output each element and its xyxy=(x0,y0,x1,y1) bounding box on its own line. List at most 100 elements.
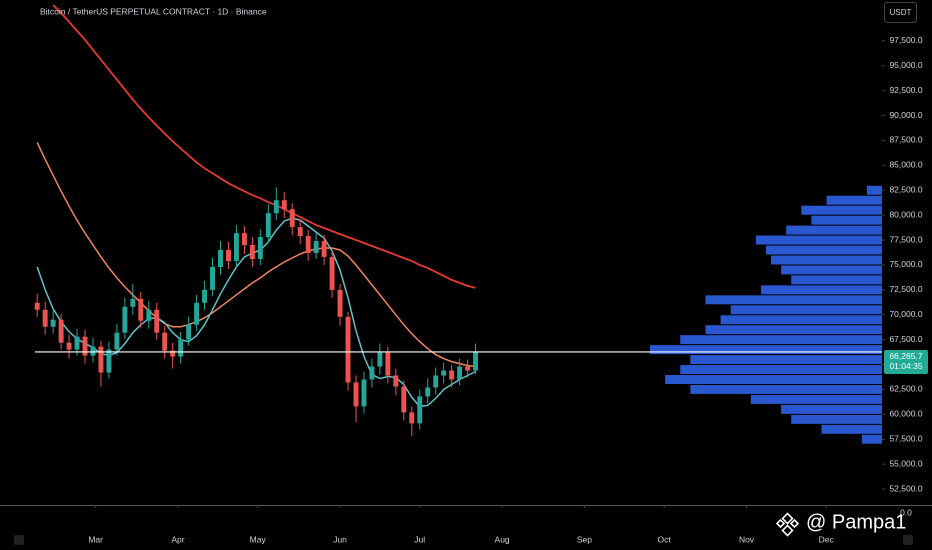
currency-button[interactable] xyxy=(884,2,917,23)
candle-body xyxy=(106,349,112,373)
candle-body xyxy=(130,298,136,307)
candle-body xyxy=(202,289,208,303)
y-tick-label: 62,500.0 xyxy=(889,384,922,394)
x-tick-label: Oct xyxy=(658,534,672,544)
x-tick-label: Aug xyxy=(495,534,510,544)
moving-average-line xyxy=(36,142,476,368)
candle-body xyxy=(393,375,399,387)
candle-body xyxy=(425,387,431,397)
y-tick-label: 70,000.0 xyxy=(889,309,922,319)
candle-body xyxy=(385,352,391,376)
last-price-label: 66,265.7 xyxy=(889,351,922,361)
candle-body xyxy=(305,236,311,253)
axis-floor-label: 0.0 xyxy=(900,507,912,517)
y-tick-label: 52,500.0 xyxy=(889,483,922,493)
volume-profile-bar xyxy=(786,225,882,235)
y-tick-label: 92,500.0 xyxy=(889,85,922,95)
volume-profile-bar xyxy=(826,195,882,205)
volume-profile-bar xyxy=(791,414,882,424)
volume-profile-bar xyxy=(791,275,882,285)
volume-profile-bar xyxy=(760,285,882,295)
y-tick-label: 57,500.0 xyxy=(889,434,922,444)
candle-body xyxy=(186,324,192,340)
candle-body xyxy=(369,366,375,380)
candle-body xyxy=(297,227,303,237)
candle-body xyxy=(162,332,168,351)
volume-profile-bar xyxy=(650,345,882,355)
currency-label: USDT xyxy=(890,8,912,17)
candle-body xyxy=(194,302,200,325)
moving-average-line xyxy=(52,4,476,289)
y-tick-label: 87,500.0 xyxy=(889,135,922,145)
volume-profile-bar xyxy=(680,335,882,345)
volume-profile-bar xyxy=(680,365,882,375)
candle-body xyxy=(409,412,415,424)
candle-body xyxy=(313,241,319,253)
candle-body xyxy=(154,309,160,333)
candle-body xyxy=(42,309,48,327)
volume-profile-bar xyxy=(750,394,882,404)
volume-profile-bar xyxy=(690,355,882,365)
candle-body xyxy=(74,336,80,350)
volume-profile-bar xyxy=(730,305,882,315)
y-tick-label: 97,500.0 xyxy=(889,35,922,45)
candle-body xyxy=(457,366,463,380)
candle-body xyxy=(210,266,216,290)
volume-profile-bar xyxy=(755,235,882,245)
candle-body xyxy=(433,375,439,388)
candle-body xyxy=(337,289,343,317)
candle-body xyxy=(353,382,359,407)
candle-body xyxy=(377,352,383,367)
corner-icon[interactable] xyxy=(14,535,24,545)
volume-profile-bar xyxy=(866,185,882,195)
volume-profile-bar xyxy=(720,315,882,325)
x-tick-label: Jun xyxy=(333,534,347,544)
candle-body xyxy=(441,370,447,376)
candle-body xyxy=(225,250,231,261)
volume-profile-bar xyxy=(811,215,882,225)
candle-body xyxy=(90,346,96,356)
candle-body xyxy=(473,351,479,371)
y-tick-label: 55,000.0 xyxy=(889,458,922,468)
candle-body xyxy=(50,319,56,327)
y-tick-label: 75,000.0 xyxy=(889,259,922,269)
candle-body xyxy=(58,319,64,343)
candle-body xyxy=(138,298,144,321)
y-tick-label: 85,000.0 xyxy=(889,160,922,170)
last-price-box xyxy=(884,349,928,374)
corner-icon[interactable] xyxy=(903,535,913,545)
candle-body xyxy=(178,339,184,357)
candle-body xyxy=(345,316,351,383)
candle-body xyxy=(465,366,471,371)
candle-body xyxy=(449,370,455,380)
x-tick-label: Jul xyxy=(414,534,425,544)
y-tick-label: 72,500.0 xyxy=(889,284,922,294)
y-tick-label: 60,000.0 xyxy=(889,409,922,419)
volume-profile-bar xyxy=(690,384,882,394)
volume-profile-bar xyxy=(861,434,882,444)
candle-body xyxy=(218,250,223,267)
volume-profile-bar xyxy=(771,255,882,265)
candle-body xyxy=(321,241,327,257)
candle-body xyxy=(170,350,176,357)
candle-body xyxy=(265,213,271,238)
candle-body xyxy=(361,379,367,407)
y-tick-label: 67,500.0 xyxy=(889,334,922,344)
y-tick-label: 82,500.0 xyxy=(889,184,922,194)
x-tick-label: May xyxy=(250,534,267,544)
candle-body xyxy=(329,256,335,290)
volume-profile-bar xyxy=(821,424,882,434)
volume-profile-bar xyxy=(801,205,882,215)
plot-area xyxy=(34,4,882,444)
candle-body xyxy=(241,233,247,246)
candle-body xyxy=(281,200,287,210)
volume-profile-bar xyxy=(705,295,882,305)
y-tick-label: 90,000.0 xyxy=(889,110,922,120)
y-tick-label: 77,500.0 xyxy=(889,234,922,244)
volume-profile-bar xyxy=(766,245,882,255)
candle-body xyxy=(401,386,407,413)
volume-profile-bar xyxy=(665,375,882,384)
volume-profile-bar xyxy=(781,404,882,414)
